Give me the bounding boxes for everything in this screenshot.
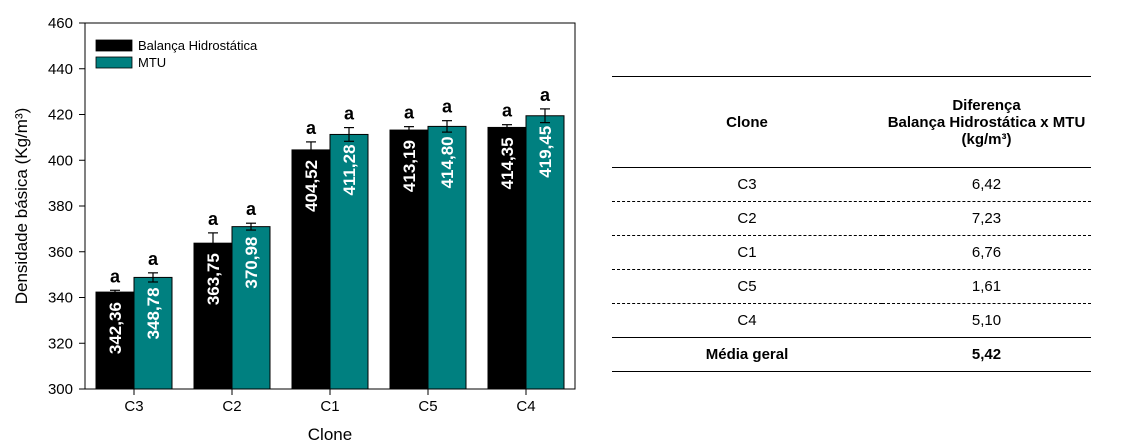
row-difference: 7,23: [971, 210, 1002, 227]
y-tick-label: 360: [48, 244, 73, 261]
bar-value-label: 413,19: [400, 140, 419, 192]
bar-value-label: 419,45: [536, 126, 555, 178]
row-difference: 6,42: [971, 176, 1002, 193]
bar-value-label: 414,35: [498, 137, 517, 189]
significance-letter: a: [502, 101, 513, 121]
significance-letter: a: [148, 249, 159, 269]
bar: [291, 149, 331, 390]
row-clone: C2: [737, 210, 757, 227]
row-clone: C4: [737, 312, 757, 329]
bar: [95, 291, 135, 390]
x-tick-label: C1: [320, 398, 339, 415]
header-difference-line-1: Diferença: [952, 96, 1021, 114]
bar-chart: 300 320 340 360 380 400 420 440 460 Densidade bás…: [12, 15, 576, 442]
significance-letter: a: [306, 118, 317, 138]
bar-value-label: 411,28: [340, 144, 359, 195]
y-axis-label: Densidade básica (Kg/m³): [12, 108, 31, 305]
bar: [487, 126, 527, 390]
significance-letter: a: [540, 85, 551, 105]
significance-letter: a: [404, 103, 415, 123]
x-tick-label: C4: [516, 398, 535, 415]
x-tick-label: C3: [124, 398, 143, 415]
bar: [231, 226, 271, 390]
header-difference: Diferença Balança Hidrostática x MTU (kg…: [882, 77, 1091, 168]
bar: [329, 133, 369, 390]
bar-value-label: 370,98: [242, 237, 261, 289]
y-tick-label: 440: [48, 61, 73, 78]
y-tick-label: 400: [48, 152, 73, 169]
y-tick-label: 300: [48, 381, 73, 398]
difference-table: Clone Diferença Balança Hidrostática x M…: [612, 76, 1091, 372]
table-row: C1 6,76: [612, 236, 1091, 270]
header-difference-line-3: (kg/m³): [961, 130, 1012, 148]
bar: [133, 276, 173, 390]
significance-letter: a: [246, 199, 257, 219]
mean-value: 5,42: [882, 337, 1091, 372]
bar-value-label: 414,80: [438, 136, 457, 188]
y-tick-label: 340: [48, 290, 73, 307]
significance-letter: a: [208, 209, 219, 229]
table-row: C4 5,10: [612, 304, 1091, 338]
bar-value-label: 348,78: [144, 287, 163, 339]
legend-swatch: [95, 39, 133, 52]
legend-swatch: [95, 56, 133, 69]
row-difference: 1,61: [971, 278, 1002, 295]
significance-letter: a: [442, 97, 453, 117]
y-tick-label: 460: [48, 15, 73, 32]
table-mean-row: Média geral 5,42: [612, 337, 1091, 372]
mean-label: Média geral: [612, 337, 882, 372]
row-difference: 5,10: [971, 312, 1002, 329]
row-difference: 6,76: [971, 244, 1002, 261]
x-axis-label: Clone: [308, 425, 352, 442]
bar-value-label: 342,36: [106, 302, 125, 354]
y-tick-label: 380: [48, 198, 73, 215]
x-tick-label: C2: [222, 398, 241, 415]
table-header-row: Clone Diferença Balança Hidrostática x M…: [612, 76, 1091, 168]
legend-label: MTU: [138, 55, 166, 70]
y-tick-label: 420: [48, 107, 73, 124]
header-clone: Clone: [726, 113, 768, 131]
table-row: C2 7,23: [612, 202, 1091, 236]
bar: [525, 115, 565, 390]
significance-letter: a: [344, 104, 355, 124]
bar-value-label: 404,52: [302, 160, 321, 212]
x-tick-label: C5: [418, 398, 437, 415]
table-row: C5 1,61: [612, 270, 1091, 304]
significance-letter: a: [110, 266, 121, 286]
row-clone: C3: [737, 176, 757, 193]
header-difference-line-2: Balança Hidrostática x MTU: [887, 113, 1086, 131]
bar: [389, 129, 429, 390]
bar: [427, 125, 467, 390]
y-tick-label: 320: [48, 335, 73, 352]
row-clone: C1: [737, 244, 757, 261]
table-row: C3 6,42: [612, 168, 1091, 202]
bar-value-label: 363,75: [204, 253, 223, 305]
row-clone: C5: [737, 278, 757, 295]
legend-label: Balança Hidrostática: [138, 38, 258, 53]
